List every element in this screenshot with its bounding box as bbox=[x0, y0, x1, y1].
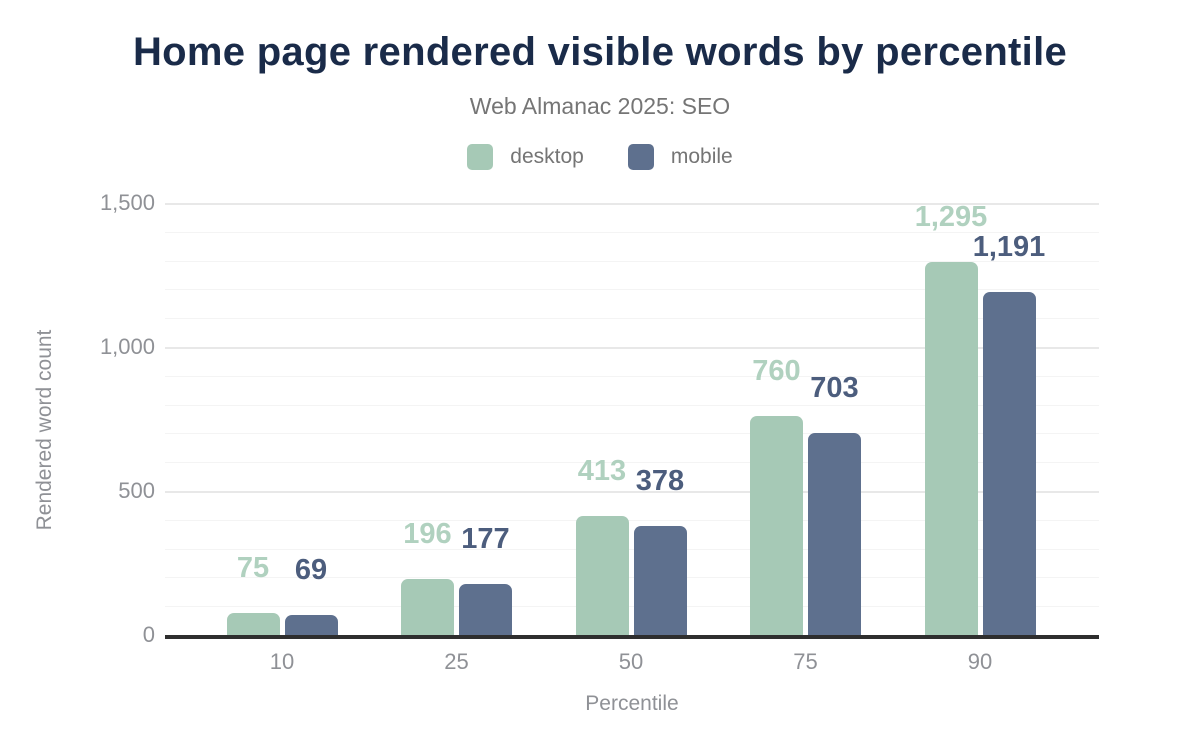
x-tick-label: 90 bbox=[967, 649, 993, 674]
y-tick-label: 1,500 bbox=[99, 190, 155, 215]
y-tick-label: 1,000 bbox=[99, 334, 155, 359]
legend-item-mobile: mobile bbox=[627, 144, 733, 170]
bar-mobile-50 bbox=[633, 526, 687, 635]
gridline bbox=[165, 491, 1099, 493]
bar-value-mobile-75: 703 bbox=[810, 371, 859, 404]
gridline bbox=[165, 203, 1099, 205]
gridline bbox=[165, 606, 1099, 608]
gridline bbox=[165, 231, 1099, 233]
gridline bbox=[165, 318, 1099, 320]
bar-desktop-75 bbox=[750, 416, 803, 635]
bar-value-desktop-25: 196 bbox=[403, 517, 452, 550]
legend-item-desktop: desktop bbox=[467, 144, 584, 170]
x-axis-line bbox=[165, 635, 1099, 639]
gridline bbox=[165, 289, 1099, 291]
x-tick-label: 10 bbox=[269, 649, 295, 674]
gridline bbox=[165, 404, 1099, 406]
bar-mobile-90 bbox=[982, 291, 1036, 635]
gridline bbox=[165, 462, 1099, 464]
y-tick-label: 0 bbox=[142, 622, 155, 647]
bar-desktop-90 bbox=[924, 262, 978, 635]
x-tick-label: 25 bbox=[444, 649, 469, 674]
bar-value-mobile-90: 1,191 bbox=[972, 230, 1046, 263]
bar-mobile-10 bbox=[284, 615, 338, 635]
bar-desktop-50 bbox=[575, 516, 629, 635]
bar-mobile-75 bbox=[808, 432, 861, 635]
x-tick-label: 50 bbox=[618, 649, 644, 674]
bar-desktop-25 bbox=[401, 578, 454, 635]
gridline bbox=[165, 548, 1099, 550]
chart-subtitle: Web Almanac 2025: SEO bbox=[469, 93, 731, 119]
desktop-swatch-icon bbox=[467, 144, 494, 170]
gridline bbox=[165, 260, 1099, 262]
bar-mobile-25 bbox=[459, 584, 512, 635]
bar-desktop-10 bbox=[226, 613, 280, 635]
bar-value-desktop-75: 760 bbox=[752, 355, 801, 388]
gridline bbox=[165, 519, 1099, 521]
gridline bbox=[165, 577, 1099, 579]
bar-value-mobile-25: 177 bbox=[461, 523, 510, 556]
bar-value-mobile-50: 378 bbox=[635, 465, 685, 498]
bar-value-desktop-90: 1,295 bbox=[914, 201, 988, 234]
bar-value-desktop-50: 413 bbox=[577, 455, 627, 488]
legend: desktop mobile bbox=[0, 144, 1200, 170]
y-tick-label: 500 bbox=[118, 478, 155, 503]
x-axis-title: Percentile bbox=[585, 692, 679, 715]
gridline bbox=[165, 433, 1099, 435]
bar-value-mobile-10: 69 bbox=[294, 554, 328, 587]
legend-label-desktop: desktop bbox=[510, 145, 584, 168]
gridline bbox=[165, 347, 1099, 349]
bar-value-desktop-10: 75 bbox=[236, 552, 270, 585]
legend-label-mobile: mobile bbox=[670, 145, 733, 168]
mobile-swatch-icon bbox=[627, 144, 654, 170]
gridline bbox=[165, 375, 1099, 377]
chart-title: Home page rendered visible words by perc… bbox=[132, 30, 1068, 74]
x-tick-label: 75 bbox=[793, 649, 818, 674]
